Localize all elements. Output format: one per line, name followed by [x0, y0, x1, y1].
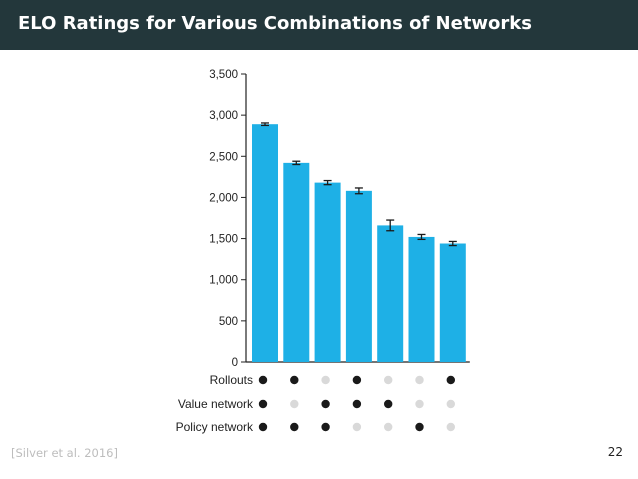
config-dot-on	[384, 399, 393, 409]
config-dot-off	[384, 422, 393, 432]
config-dot-off	[321, 375, 330, 385]
y-tick-label: 1,000	[209, 275, 238, 287]
y-tick-label: 3,500	[209, 69, 238, 81]
slide-title: ELO Ratings for Various Combinations of …	[18, 13, 532, 34]
bar	[314, 182, 341, 362]
y-tick-label: 0	[232, 357, 238, 369]
bar	[252, 124, 278, 363]
config-dot-off	[290, 399, 299, 409]
bar	[283, 162, 310, 362]
config-dot-on	[258, 399, 268, 409]
config-dot-on	[446, 375, 455, 385]
y-tick-label: 3,000	[209, 110, 238, 122]
config-dot-on	[258, 422, 268, 432]
y-tick-label: 1,500	[209, 234, 238, 246]
citation: [Silver et al. 2016]	[11, 446, 118, 460]
config-dot-on	[258, 375, 268, 385]
config-dot-off	[446, 399, 455, 409]
bar	[408, 236, 435, 362]
bar	[345, 190, 372, 362]
config-row-label: Rollouts	[210, 373, 253, 387]
config-dot-on	[290, 375, 299, 385]
bar	[377, 225, 404, 362]
config-row-label: Value network	[178, 397, 254, 411]
config-dot-off	[384, 375, 393, 385]
config-dot-on	[321, 399, 330, 409]
config-dot-on	[321, 422, 330, 432]
slide-header: ELO Ratings for Various Combinations of …	[0, 0, 638, 50]
config-dot-off	[446, 422, 455, 432]
config-dot-on	[352, 399, 362, 409]
config-dot-off	[415, 399, 424, 409]
config-dot-off	[352, 422, 362, 432]
config-dot-on	[415, 422, 424, 432]
bar	[439, 243, 466, 362]
config-dot-off	[415, 375, 424, 385]
page-number: 22	[607, 445, 623, 459]
y-tick-label: 2,000	[209, 192, 238, 204]
config-row-label: Policy network	[176, 420, 254, 434]
config-dot-on	[352, 375, 362, 385]
config-dot-on	[290, 422, 299, 432]
elo-bar-chart: 0 500 1,000 1,500 2,000 2,500 3,000 3,500 Rollou…	[176, 69, 470, 434]
y-tick-label: 500	[219, 316, 238, 328]
y-tick-label: 2,500	[209, 151, 238, 163]
